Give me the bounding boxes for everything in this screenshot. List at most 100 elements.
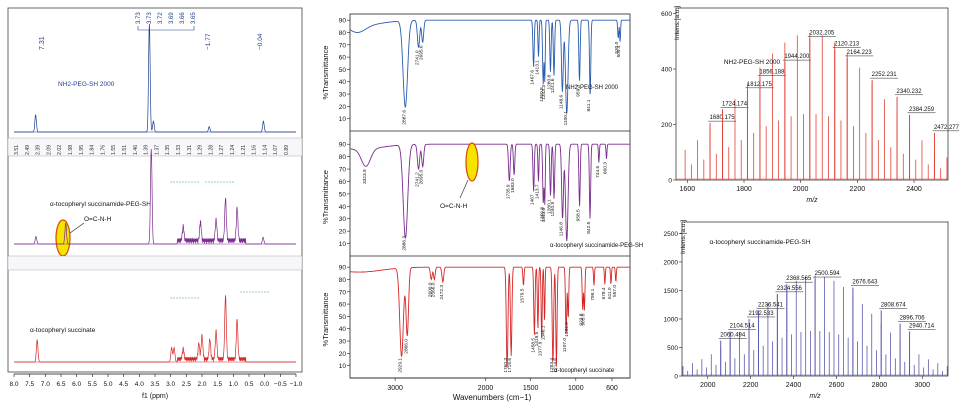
maldi-peak-label: 2384.259 <box>909 107 935 113</box>
nmr-mid-shift-label: 1.98 <box>68 145 74 155</box>
maldi-peak-label: 2808.674 <box>881 302 907 308</box>
ftir-band-label: 1146.8 <box>559 222 565 237</box>
ftir-y-tick-label: 10 <box>339 363 347 370</box>
ftir-y-tick-label: 40 <box>339 79 347 86</box>
nmr-x-tick-label: 2.5 <box>182 381 191 388</box>
ftir-band-label: 2866.0 <box>403 339 409 354</box>
maldi-peak-label: 1724.174 <box>722 101 748 107</box>
ftir-y-tick-label: 10 <box>339 116 347 123</box>
ftir-top-compound-name: NH2-PEG-SH 2000 <box>566 85 619 91</box>
ftir-band-label: 1280.1 <box>547 199 553 214</box>
nmr-bot-compound-name: α-tocopheryl succinate <box>30 327 96 334</box>
ftir-y-tick-label: 50 <box>339 314 347 321</box>
maldi-y-tick-label: 400 <box>661 67 672 74</box>
nmr-top-shift-label: 3.65 <box>191 12 197 24</box>
ftir-band-label: 1100.1 <box>563 111 569 126</box>
ftir-band-label: 958.5 <box>576 209 582 221</box>
nmr-mid-shift-label: 1.31 <box>187 145 193 155</box>
ftir-band-label: 841.1 <box>586 99 592 111</box>
nmr-top-shift-label: −1.77 <box>205 33 212 50</box>
maldi-peak-label: 1944.200 <box>784 54 810 60</box>
nmr-mid-top-labels: 3.51 2.49 2.39 2.09 2.02 1.98 1.95 1.84 1.76 1.55… <box>14 145 290 155</box>
maldi-x-tick-label: 2200 <box>743 382 759 389</box>
maldi-x-tick-label: 1600 <box>680 186 696 193</box>
ftir-y-tick-label: 40 <box>339 204 347 211</box>
ftir-band-label: 1458.5 <box>530 338 536 353</box>
ftir-band-label: 842.5 <box>586 221 592 233</box>
nmr-mid-shift-label: 2.39 <box>36 145 42 155</box>
ftir-band-label: 530.0 <box>614 41 620 53</box>
ftir-spectrum-line-2 <box>350 266 630 368</box>
nmr-mid-shift-label: 1.28 <box>208 145 214 155</box>
nmr-spectra <box>14 23 296 363</box>
ftir-y-tick-label: 60 <box>339 55 347 62</box>
ftir-y-tick-label: 50 <box>339 67 347 74</box>
ftir-band-label: 2741.0 <box>415 50 421 65</box>
ftir-y-tick-label: 60 <box>339 179 347 186</box>
maldi-peak-label: 2368.565 <box>786 276 812 282</box>
nmr-mid-shift-label: 1.21 <box>241 145 247 155</box>
ftir-band-label: 1413.1 <box>534 60 540 75</box>
ftir-band-label: 744.6 <box>595 166 601 178</box>
ftir-band-label: 2695.6 <box>419 45 425 60</box>
ftir-y-axis-label: %Transmittance <box>321 46 330 100</box>
nmr-mid-shift-label: 1.16 <box>252 145 258 155</box>
nmr-top-shift-label: 3.73 <box>136 12 142 24</box>
maldi-x-tick-label: 2200 <box>850 186 866 193</box>
nmr-top-bracket <box>137 26 195 31</box>
maldi-peak-label: 2032.205 <box>809 31 835 37</box>
ftir-x-tick-label: 600 <box>606 385 618 392</box>
nmr-x-tick-label: 5.5 <box>88 381 97 388</box>
ftir-band-label: 509.4 <box>616 45 622 57</box>
ftir-band-label: 660.3 <box>602 162 608 174</box>
ftir-band-label: 678.4 <box>601 287 607 299</box>
nmr-x-tick-label: 6.0 <box>72 381 81 388</box>
ftir-band-label: 1084.0 <box>564 322 570 337</box>
nmr-x-axis: 8.0 7.5 7.0 6.5 6.0 5.5 5.0 4.5 4.0 3.5 3.0 2.5 2.0 1… <box>9 373 303 388</box>
nmr-frame <box>7 7 303 373</box>
nmr-x-tick-label: 7.5 <box>25 381 34 388</box>
nmr-top-mid-labels: 3.73 3.73 3.72 3.69 3.66 3.65 <box>136 12 197 24</box>
ftir-y-tick-label: 20 <box>339 104 347 111</box>
ftir-amide-highlight <box>465 142 479 182</box>
maldi-y-tick-label: 1000 <box>664 316 679 323</box>
maldi-peak-label: 1856.188 <box>759 69 785 75</box>
ftir-band-label: 923.8 <box>579 313 585 325</box>
maldi-y-tick-label: 2500 <box>664 231 679 238</box>
ftir-band-label: 2741.2 <box>415 172 421 187</box>
ftir-band-label: 799.1 <box>590 288 596 300</box>
maldi-peak-label: 2500.594 <box>815 271 841 277</box>
maldi-peak-label: 2104.514 <box>730 324 756 330</box>
nmr-top-right-labels: −1.77 −0.04 <box>205 33 264 50</box>
ftir-y-tick-label: 70 <box>339 167 347 174</box>
ftir-band-label: 1715.6 <box>507 358 513 373</box>
ftir-band-label: 1760.3 <box>503 358 509 373</box>
ftir-x-tick-label: 2000 <box>478 385 494 392</box>
ftir-x-tick-label: 1500 <box>523 385 539 392</box>
ftir-band-label: 1280.8 <box>546 75 552 90</box>
maldi-bottom-title: α-tocopheryl succinamide-PEG-SH <box>710 239 811 246</box>
ftir-y-tick-label: 90 <box>339 142 347 149</box>
nmr-mid-shift-label: 3.51 <box>14 145 20 155</box>
ftir-panel: 10 20 30 40 50 60 70 80 90 %Transmittance 2887.6 27… <box>321 13 643 402</box>
ftir-band-label: 1683.0 <box>510 178 516 193</box>
nmr-mid-shift-label: 1.29 <box>198 145 204 155</box>
ftir-band-label: 1107.0 <box>562 338 568 353</box>
ftir-band-label: 1360.8 <box>539 87 545 102</box>
maldi-peak-label: 2676.643 <box>852 280 878 286</box>
maldi-x-tick-label: 2600 <box>829 382 845 389</box>
maldi-y-tick-label: 500 <box>667 345 678 352</box>
maldi-x-tick-label: 3000 <box>914 382 930 389</box>
maldi-top-plot: 1680.1751724.1741812.1751856.1881944.200… <box>661 6 959 204</box>
nmr-x-tick-label: 2.0 <box>197 381 206 388</box>
nmr-mid-compound-name: α-tocopheryl succinamide-PEG-SH <box>50 201 151 208</box>
ftir-y-tick-label: 10 <box>339 241 347 248</box>
maldi-y-tick-label: 200 <box>661 122 672 129</box>
nmr-mid-shift-label: 1.07 <box>273 145 279 155</box>
ftir-y-tick-label: 20 <box>339 229 347 236</box>
maldi-x-tick-label: 1800 <box>736 186 752 193</box>
nmr-x-tick-label: 0.0 <box>260 381 269 388</box>
ftir-mid-compound-name: α-tocopheryl succinamide-PEG-SH <box>550 243 643 249</box>
ftir-band-label: 2929.1 <box>398 358 404 373</box>
